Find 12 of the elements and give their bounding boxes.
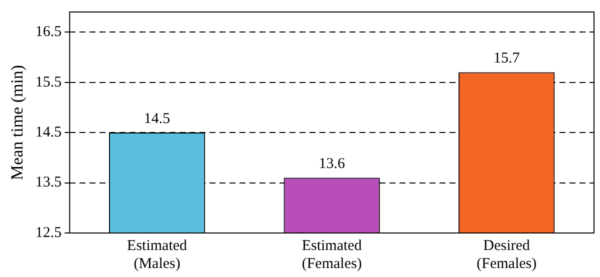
y-axis-title: Mean time (min) bbox=[8, 64, 27, 180]
x-tick-label: Estimated (Males) bbox=[127, 238, 188, 272]
y-tick-label: 13.5 bbox=[35, 174, 62, 191]
data-label: 13.6 bbox=[318, 156, 346, 172]
y-tick-label: 14.5 bbox=[35, 124, 62, 140]
y-tick-label: 16.5 bbox=[35, 24, 62, 40]
x-tick-label: Desired (Females) bbox=[476, 238, 537, 272]
data-label: 14.5 bbox=[144, 110, 170, 127]
data-label: 15.7 bbox=[493, 50, 520, 67]
x-tick-label: Estimated (Females) bbox=[302, 238, 362, 272]
y-tick-label: 15.5 bbox=[35, 74, 62, 90]
y-tick-label: 12.5 bbox=[35, 224, 62, 241]
